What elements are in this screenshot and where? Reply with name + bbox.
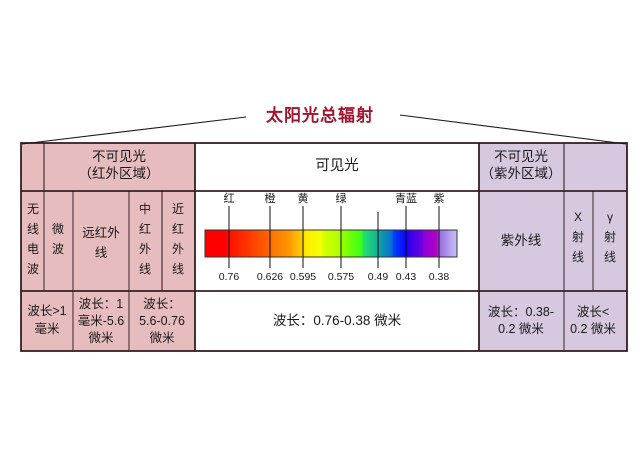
svg-text:可见光: 可见光 (315, 157, 359, 174)
svg-text:中: 中 (139, 201, 151, 216)
svg-text:黄: 黄 (298, 191, 309, 205)
svg-text:毫米: 毫米 (34, 321, 60, 336)
svg-text:电: 电 (27, 242, 39, 256)
svg-text:波长：1: 波长：1 (79, 297, 124, 311)
svg-text:外: 外 (172, 242, 184, 256)
svg-text:0.2 微米: 0.2 微米 (498, 322, 544, 336)
svg-text:波: 波 (27, 262, 39, 276)
svg-text:线: 线 (27, 222, 39, 236)
svg-text:0.2 微米: 0.2 微米 (570, 322, 616, 336)
svg-text:射: 射 (604, 229, 616, 244)
svg-text:γ: γ (607, 210, 613, 224)
svg-text:5.6-0.76: 5.6-0.76 (139, 314, 185, 328)
svg-text:微米: 微米 (149, 331, 175, 345)
svg-text:毫米-5.6: 毫米-5.6 (78, 313, 125, 328)
svg-text:橙: 橙 (265, 191, 276, 205)
svg-text:0.626: 0.626 (257, 271, 283, 283)
svg-text:线: 线 (572, 250, 584, 264)
svg-text:0.575: 0.575 (328, 271, 354, 283)
svg-text:无: 无 (27, 202, 39, 216)
svg-text:（紫外区域）: （紫外区域） (481, 166, 562, 181)
svg-text:射: 射 (572, 229, 584, 244)
svg-text:（红外区域）: （红外区域） (79, 166, 160, 181)
svg-text:波长>1: 波长>1 (27, 304, 66, 318)
svg-text:绿: 绿 (336, 191, 347, 205)
svg-text:线: 线 (139, 262, 151, 276)
svg-text:线: 线 (95, 246, 108, 260)
svg-text:红: 红 (172, 221, 184, 236)
svg-text:X: X (574, 210, 582, 224)
svg-text:波长：0.76-0.38 微米: 波长：0.76-0.38 微米 (273, 313, 402, 328)
svg-text:远红外: 远红外 (82, 225, 120, 240)
svg-text:紫外线: 紫外线 (501, 233, 542, 248)
svg-text:微: 微 (52, 222, 64, 236)
svg-text:线: 线 (604, 250, 616, 264)
svg-text:波长：: 波长： (143, 297, 181, 311)
svg-text:0.38: 0.38 (429, 271, 450, 283)
svg-text:太阳光总辐射: 太阳光总辐射 (266, 105, 374, 125)
svg-text:紫: 紫 (434, 192, 445, 205)
svg-text:近: 近 (172, 202, 184, 216)
svg-text:不可见光: 不可见光 (494, 149, 548, 164)
svg-text:波长：0.38-: 波长：0.38- (488, 305, 554, 319)
svg-text:外: 外 (139, 242, 151, 256)
svg-text:线: 线 (172, 262, 184, 276)
svg-text:0.76: 0.76 (219, 271, 240, 283)
svg-text:0.43: 0.43 (396, 271, 417, 283)
svg-text:波长<: 波长< (577, 305, 609, 319)
svg-text:0.49: 0.49 (368, 271, 389, 283)
svg-text:青蓝: 青蓝 (395, 192, 417, 205)
svg-text:波: 波 (52, 242, 64, 256)
svg-text:红: 红 (224, 192, 235, 205)
svg-text:微米: 微米 (88, 331, 114, 345)
svg-text:不可见光: 不可见光 (92, 149, 146, 164)
svg-text:0.595: 0.595 (290, 271, 316, 283)
svg-text:红: 红 (139, 221, 151, 236)
